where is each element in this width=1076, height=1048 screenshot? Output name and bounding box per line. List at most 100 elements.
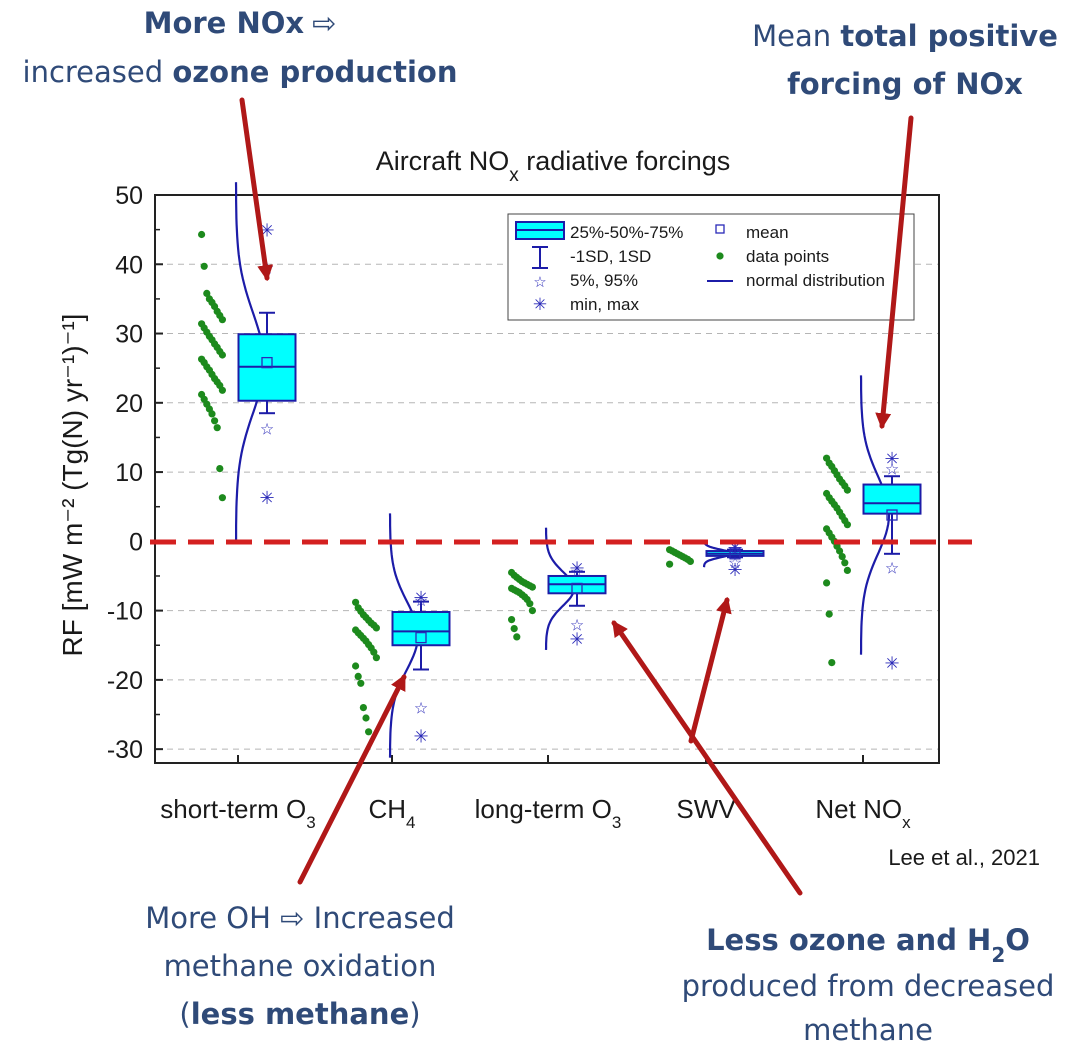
annotation-arrows xyxy=(239,97,914,896)
minmax-asterisk-long-term-o3: ✳ xyxy=(569,629,584,649)
citation: Lee et al., 2021 xyxy=(888,845,1040,870)
legend-dot-symbol xyxy=(716,252,724,260)
minmax-asterisk-net-nox: ✳ xyxy=(884,449,899,469)
legend-label-sd: -1SD, 1SD xyxy=(570,247,651,266)
annotation-bottom-left: More OH ⇨ Increased methane oxidation (l… xyxy=(145,901,455,1031)
y-tick-label: -10 xyxy=(107,598,143,626)
data-point-ch4 xyxy=(372,654,380,662)
arrow-ch4 xyxy=(297,674,407,885)
legend-label-quartiles: 25%-50%-75% xyxy=(570,223,683,242)
percentile-star-swv: ☆ xyxy=(728,555,742,572)
legend: 25%-50%-75% -1SD, 1SD ☆ 5%, 95% ✳ min, m… xyxy=(507,213,915,321)
data-point-long-term-o3 xyxy=(513,633,521,641)
y-tick-label: -20 xyxy=(107,667,143,695)
y-tick-label: 50 xyxy=(115,182,143,210)
legend-label-normal: normal distribution xyxy=(746,271,885,290)
minmax-asterisk-swv: ✳ xyxy=(727,560,742,580)
subscript-2: 2 xyxy=(991,943,1005,967)
data-point-ch4 xyxy=(359,704,367,712)
data-point-short-term-o3 xyxy=(218,316,226,324)
y-axis-label: RF [mW m⁻² (Tg(N) yr⁻¹)⁻¹] xyxy=(57,314,88,657)
svg-text:Mean total positive: Mean total positive xyxy=(752,19,1058,53)
data-point-long-term-o3 xyxy=(528,607,537,615)
x-tick-label: SWV xyxy=(676,794,736,824)
data-point-ch4 xyxy=(357,679,365,687)
annotation-top-left-emphasis: ozone production xyxy=(172,55,457,89)
annotation-bottom-right: Less ozone and H2O produced from decreas… xyxy=(682,923,1055,1047)
data-point-short-term-o3 xyxy=(218,494,226,502)
box-ch4 xyxy=(391,610,451,647)
data-point-net-nox xyxy=(823,579,831,587)
svg-text:increased ozone production: increased ozone production xyxy=(23,55,458,89)
mean-short-term-o3 xyxy=(261,356,273,369)
data-point-net-nox xyxy=(843,521,852,529)
arrow-swv xyxy=(688,596,732,744)
svg-text:methane: methane xyxy=(803,1013,933,1047)
y-tick-label: 0 xyxy=(129,528,143,556)
minmax-asterisk-net-nox: ✳ xyxy=(884,654,899,674)
mean-net-nox xyxy=(886,509,898,521)
data-point-long-term-o3 xyxy=(528,583,537,591)
x-tick-label: Net NOx xyxy=(815,794,911,832)
data-point-short-term-o3 xyxy=(200,262,208,270)
percentile-star-net-nox: ☆ xyxy=(885,462,899,479)
data-point-long-term-o3 xyxy=(508,616,516,624)
x-axis-ticks: short-term O3 CH4 long-term O3 SWV Net NOx xyxy=(160,755,911,832)
legend-mean-symbol xyxy=(715,224,725,234)
svg-text:More OH ⇨ Increased: More OH ⇨ Increased xyxy=(145,901,455,935)
data-point-short-term-o3 xyxy=(218,351,226,359)
mean-long-term-o3 xyxy=(571,582,583,595)
y-tick-label: 20 xyxy=(115,390,143,418)
chart-title: Aircraft NOx radiative forcings xyxy=(376,146,731,186)
data-point-net-nox xyxy=(836,547,844,555)
y-tick-label: -30 xyxy=(107,736,143,764)
data-point-short-term-o3 xyxy=(208,410,216,418)
data-point-ch4 xyxy=(365,728,373,736)
data-point-short-term-o3 xyxy=(216,465,224,473)
percentile-star-long-term-o3: ☆ xyxy=(570,618,584,635)
svg-text:(less methane): (less methane) xyxy=(179,997,420,1031)
legend-label-points: data points xyxy=(746,247,829,266)
percentile-star-long-term-o3: ☆ xyxy=(570,564,584,581)
legend-label-minmax: min, max xyxy=(570,295,639,314)
minmax-asterisk-ch4: ✳ xyxy=(413,726,428,746)
legend-frame xyxy=(507,213,915,321)
data-point-short-term-o3 xyxy=(198,230,206,239)
data-point-ch4 xyxy=(362,714,370,722)
arrow-long-term-o3 xyxy=(611,620,803,896)
percentile-star-ch4: ☆ xyxy=(414,593,428,610)
legend-asterisk-symbol: ✳ xyxy=(533,295,547,314)
minmax-asterisk-short-term-o3: ✳ xyxy=(259,488,274,508)
data-point-net-nox xyxy=(841,559,849,567)
box-net-nox xyxy=(862,483,922,515)
annotation-top-right-bold: total positive xyxy=(840,19,1058,53)
annotation-bottom-left-bold: less methane xyxy=(191,997,410,1031)
arrow-net-nox xyxy=(875,115,914,430)
mean-ch4 xyxy=(415,631,427,644)
data-point-ch4 xyxy=(354,672,362,681)
data-point-net-nox xyxy=(838,553,846,561)
y-axis-ticks: 50 40 30 20 10 0 -10 -20 -30 xyxy=(107,182,163,764)
arrow-short-term-o3 xyxy=(239,97,274,282)
data-point-long-term-o3 xyxy=(510,625,518,633)
x-tick-label: long-term O3 xyxy=(475,794,622,832)
percentile-star-ch4: ☆ xyxy=(414,701,428,718)
data-point-net-nox xyxy=(828,659,836,667)
percentile-star-net-nox: ☆ xyxy=(885,561,899,578)
data-point-long-term-o3 xyxy=(526,600,534,608)
data-point-ch4 xyxy=(372,624,380,632)
minmax-asterisk-ch4: ✳ xyxy=(413,588,428,608)
annotation-top-left: More NOx ⇨ increased ozone production xyxy=(23,6,458,89)
normal-curve-net-nox xyxy=(859,375,891,655)
data-point-short-term-o3 xyxy=(218,386,226,394)
x-tick-label: short-term O3 xyxy=(160,794,315,832)
chart-title-subscript: x xyxy=(509,165,519,186)
legend-whisker-symbol xyxy=(532,246,548,269)
minmax-asterisk-long-term-o3: ✳ xyxy=(569,559,584,579)
data-point-short-term-o3 xyxy=(213,424,221,432)
gridlines xyxy=(156,263,938,750)
legend-label-mean: mean xyxy=(746,223,789,242)
data-point-ch4 xyxy=(352,598,360,606)
percentile-star-swv: ☆ xyxy=(728,541,742,558)
